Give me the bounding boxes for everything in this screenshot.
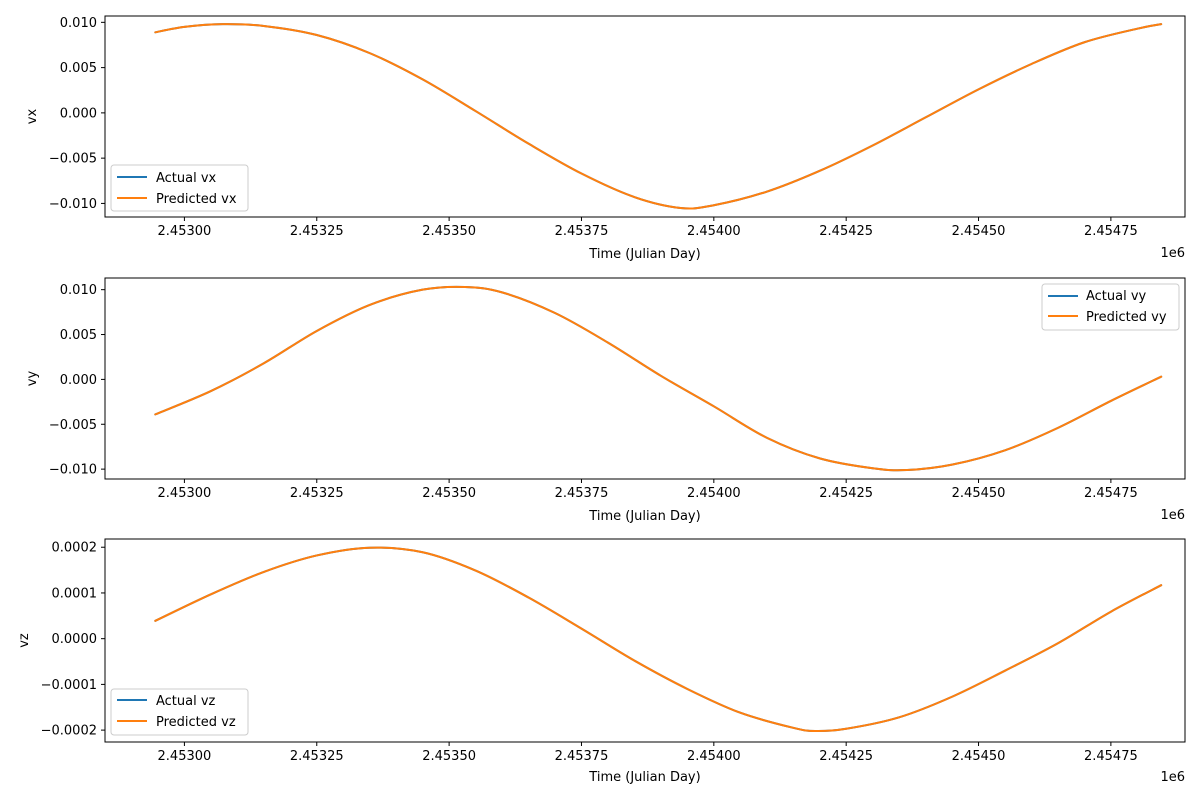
predicted-vx-line xyxy=(154,23,1163,210)
x-tick-label: 2.45450 xyxy=(952,486,1006,501)
x-tick-label: 2.45300 xyxy=(158,224,212,239)
vy-legend-actual-label: Actual vy xyxy=(1086,289,1147,304)
x-tick-label: 2.45350 xyxy=(422,749,476,764)
vy-legend-predicted-label: Predicted vy xyxy=(1086,310,1167,325)
x-tick-label: 2.45325 xyxy=(290,486,344,501)
x-tick-label: 2.45450 xyxy=(952,749,1006,764)
vy-legend: Actual vy Predicted vy xyxy=(1041,283,1180,331)
x-tick-label: 2.45425 xyxy=(819,486,873,501)
y-tick-label: 0.0002 xyxy=(52,541,98,556)
x-tick-label: 2.45450 xyxy=(952,224,1006,239)
vz-y-axis-label: vz xyxy=(17,633,32,648)
x-tick-label: 2.45300 xyxy=(158,749,212,764)
y-tick-label: −0.010 xyxy=(49,463,97,478)
x-tick-label: 2.45325 xyxy=(290,749,344,764)
y-tick-label: 0.0000 xyxy=(52,632,98,647)
vx-legend-predicted-label: Predicted vx xyxy=(156,192,237,207)
x-tick-label: 2.45350 xyxy=(422,224,476,239)
predicted-vy-line xyxy=(154,285,1163,472)
vy-x-axis-label: Time (Julian Day) xyxy=(588,509,700,524)
vz-legend-predicted-label: Predicted vz xyxy=(156,715,236,730)
y-tick-label: 0.000 xyxy=(60,106,97,121)
x-tick-label: 2.45350 xyxy=(422,486,476,501)
vy-x-offset-label: 1e6 xyxy=(1160,508,1185,523)
predicted-vz-line xyxy=(154,546,1163,733)
vz-legend: Actual vz Predicted vz xyxy=(110,688,249,736)
x-tick-label: 2.45375 xyxy=(555,749,609,764)
vy-axes-frame xyxy=(104,277,1186,480)
y-tick-label: 0.0001 xyxy=(52,586,98,601)
vz-axes-frame xyxy=(104,538,1186,743)
vx-subplot: 2.45300 2.45325 2.45350 2.45375 2.45400 2.454… xyxy=(25,15,1186,262)
vx-x-offset-label: 1e6 xyxy=(1160,246,1185,261)
y-tick-label: −0.0001 xyxy=(41,678,97,693)
vx-legend: Actual vx Predicted vx xyxy=(110,164,249,212)
vx-axes-frame xyxy=(104,15,1186,218)
x-tick-label: 2.45375 xyxy=(555,224,609,239)
x-tick-label: 2.45425 xyxy=(819,224,873,239)
vz-x-axis-label: Time (Julian Day) xyxy=(588,770,700,785)
vz-subplot: 2.45300 2.45325 2.45350 2.45375 2.45400 2.454… xyxy=(17,538,1186,785)
y-tick-label: −0.010 xyxy=(49,197,97,212)
y-tick-label: 0.000 xyxy=(60,373,97,388)
x-tick-label: 2.45325 xyxy=(290,224,344,239)
x-tick-label: 2.45475 xyxy=(1084,486,1138,501)
y-tick-label: −0.005 xyxy=(49,152,97,167)
y-tick-label: 0.005 xyxy=(60,61,97,76)
y-tick-label: 0.010 xyxy=(60,283,97,298)
vy-y-axis-label: vy xyxy=(25,371,40,387)
vx-x-axis-label: Time (Julian Day) xyxy=(588,247,700,262)
x-tick-label: 2.45375 xyxy=(555,486,609,501)
y-tick-label: 0.010 xyxy=(60,16,97,31)
vz-x-offset-label: 1e6 xyxy=(1160,770,1185,785)
vx-legend-actual-label: Actual vx xyxy=(156,171,217,186)
y-tick-label: −0.005 xyxy=(49,418,97,433)
x-tick-label: 2.45475 xyxy=(1084,749,1138,764)
y-tick-label: −0.0002 xyxy=(41,724,97,739)
x-tick-label: 2.45475 xyxy=(1084,224,1138,239)
vy-subplot: 2.45300 2.45325 2.45350 2.45375 2.45400 2.454… xyxy=(25,277,1186,524)
x-tick-label: 2.45425 xyxy=(819,749,873,764)
vz-legend-actual-label: Actual vz xyxy=(156,694,216,709)
x-tick-label: 2.45400 xyxy=(687,224,741,239)
y-tick-label: 0.005 xyxy=(60,328,97,343)
x-tick-label: 2.45400 xyxy=(687,486,741,501)
x-tick-label: 2.45400 xyxy=(687,749,741,764)
vx-y-axis-label: vx xyxy=(25,109,40,125)
x-tick-label: 2.45300 xyxy=(158,486,212,501)
